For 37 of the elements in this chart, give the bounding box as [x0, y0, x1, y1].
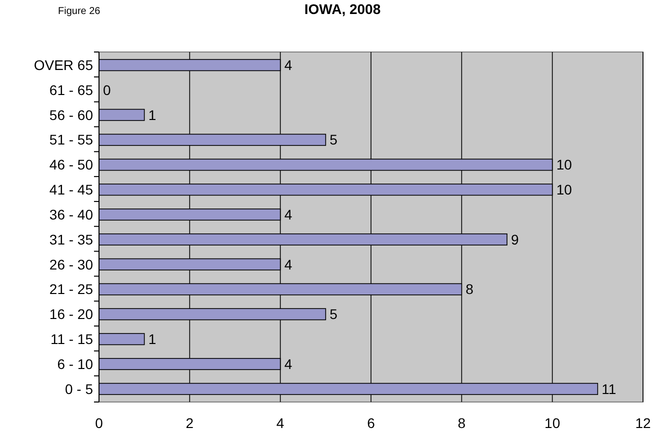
- data-label: 9: [511, 231, 519, 248]
- data-label: 5: [330, 132, 338, 148]
- x-tick-label: 8: [458, 415, 466, 431]
- y-tick-label: 21 - 25: [49, 281, 94, 298]
- y-tick-label: 61 - 65: [49, 82, 94, 98]
- x-tick-label: 10: [544, 415, 560, 431]
- y-tick-label: 51 - 55: [49, 132, 94, 148]
- x-tick-label: 6: [367, 415, 376, 431]
- data-label: 1: [148, 331, 156, 347]
- data-label: 0: [103, 82, 111, 98]
- chart-title: IOWA, 2008: [304, 1, 381, 17]
- y-tick-label: 41 - 45: [49, 182, 94, 198]
- y-tick-label: 11 - 15: [50, 331, 94, 347]
- y-tick-label: OVER 65: [34, 56, 94, 73]
- data-label: 4: [284, 356, 292, 372]
- data-label: 4: [284, 206, 292, 222]
- y-tick-label: 6 - 10: [57, 356, 94, 372]
- y-tick-label: 46 - 50: [49, 156, 94, 173]
- data-label: 10: [556, 182, 572, 198]
- y-tick-label: 31 - 35: [49, 231, 94, 248]
- y-tick-label: 26 - 30: [49, 256, 94, 272]
- y-tick-label: 36 - 40: [49, 206, 94, 222]
- x-tick-label: 0: [95, 415, 104, 431]
- x-tick-label: 2: [186, 415, 194, 431]
- data-label: 4: [284, 256, 292, 272]
- data-label: 10: [556, 156, 572, 173]
- data-label: 1: [148, 106, 156, 123]
- y-tick-label: 16 - 20: [49, 306, 94, 322]
- caption: Figure 26: [58, 6, 101, 17]
- y-tick-label: 0 - 5: [64, 380, 94, 397]
- y-tick-label: 56 - 60: [49, 106, 94, 123]
- x-tick-label: 4: [276, 415, 284, 431]
- data-label: 11: [602, 380, 616, 397]
- data-label: 4: [284, 56, 292, 73]
- data-label: 5: [330, 306, 338, 322]
- data-label: 8: [466, 281, 474, 298]
- x-tick-label: 12: [635, 415, 651, 431]
